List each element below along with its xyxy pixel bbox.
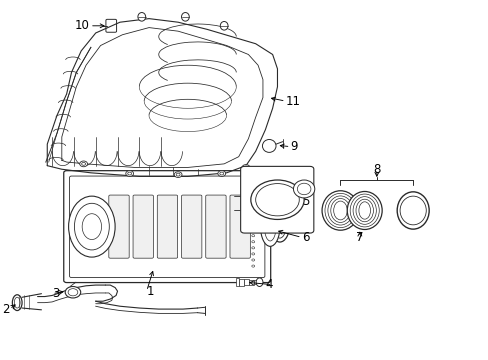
Bar [239,279,244,286]
Ellipse shape [293,180,314,198]
Ellipse shape [218,171,225,176]
Ellipse shape [242,165,249,170]
Ellipse shape [255,184,299,216]
Ellipse shape [125,171,133,176]
Ellipse shape [138,13,145,21]
FancyBboxPatch shape [181,195,202,258]
Ellipse shape [250,180,304,220]
Ellipse shape [346,192,382,229]
Text: 9: 9 [290,140,298,153]
Text: 3: 3 [52,287,60,300]
Text: 2: 2 [2,303,9,316]
Ellipse shape [262,139,275,152]
Bar [236,278,239,286]
Ellipse shape [399,196,426,225]
Ellipse shape [273,212,285,238]
Text: 10: 10 [75,19,90,32]
Ellipse shape [396,192,428,229]
Bar [248,280,253,285]
FancyBboxPatch shape [63,171,270,283]
FancyBboxPatch shape [133,195,153,258]
Ellipse shape [74,203,109,250]
Ellipse shape [322,191,358,230]
Text: 1: 1 [146,285,154,298]
Text: 5: 5 [301,195,308,208]
FancyBboxPatch shape [229,195,250,258]
Text: 6: 6 [301,231,308,244]
Ellipse shape [220,22,227,30]
Ellipse shape [260,207,279,246]
FancyBboxPatch shape [69,176,264,278]
Ellipse shape [65,287,81,298]
Text: 11: 11 [285,95,300,108]
Ellipse shape [68,196,115,257]
FancyBboxPatch shape [240,166,313,233]
Text: 4: 4 [264,278,272,291]
Ellipse shape [174,172,182,177]
Text: 8: 8 [372,163,380,176]
Bar [253,280,257,284]
Text: 7: 7 [355,231,363,244]
FancyBboxPatch shape [106,19,116,32]
Ellipse shape [80,161,87,167]
Ellipse shape [181,13,189,21]
FancyBboxPatch shape [157,195,177,258]
Bar [244,279,248,285]
FancyBboxPatch shape [205,195,225,258]
Ellipse shape [12,295,22,311]
FancyBboxPatch shape [109,195,129,258]
Ellipse shape [256,278,263,287]
Ellipse shape [270,208,289,242]
